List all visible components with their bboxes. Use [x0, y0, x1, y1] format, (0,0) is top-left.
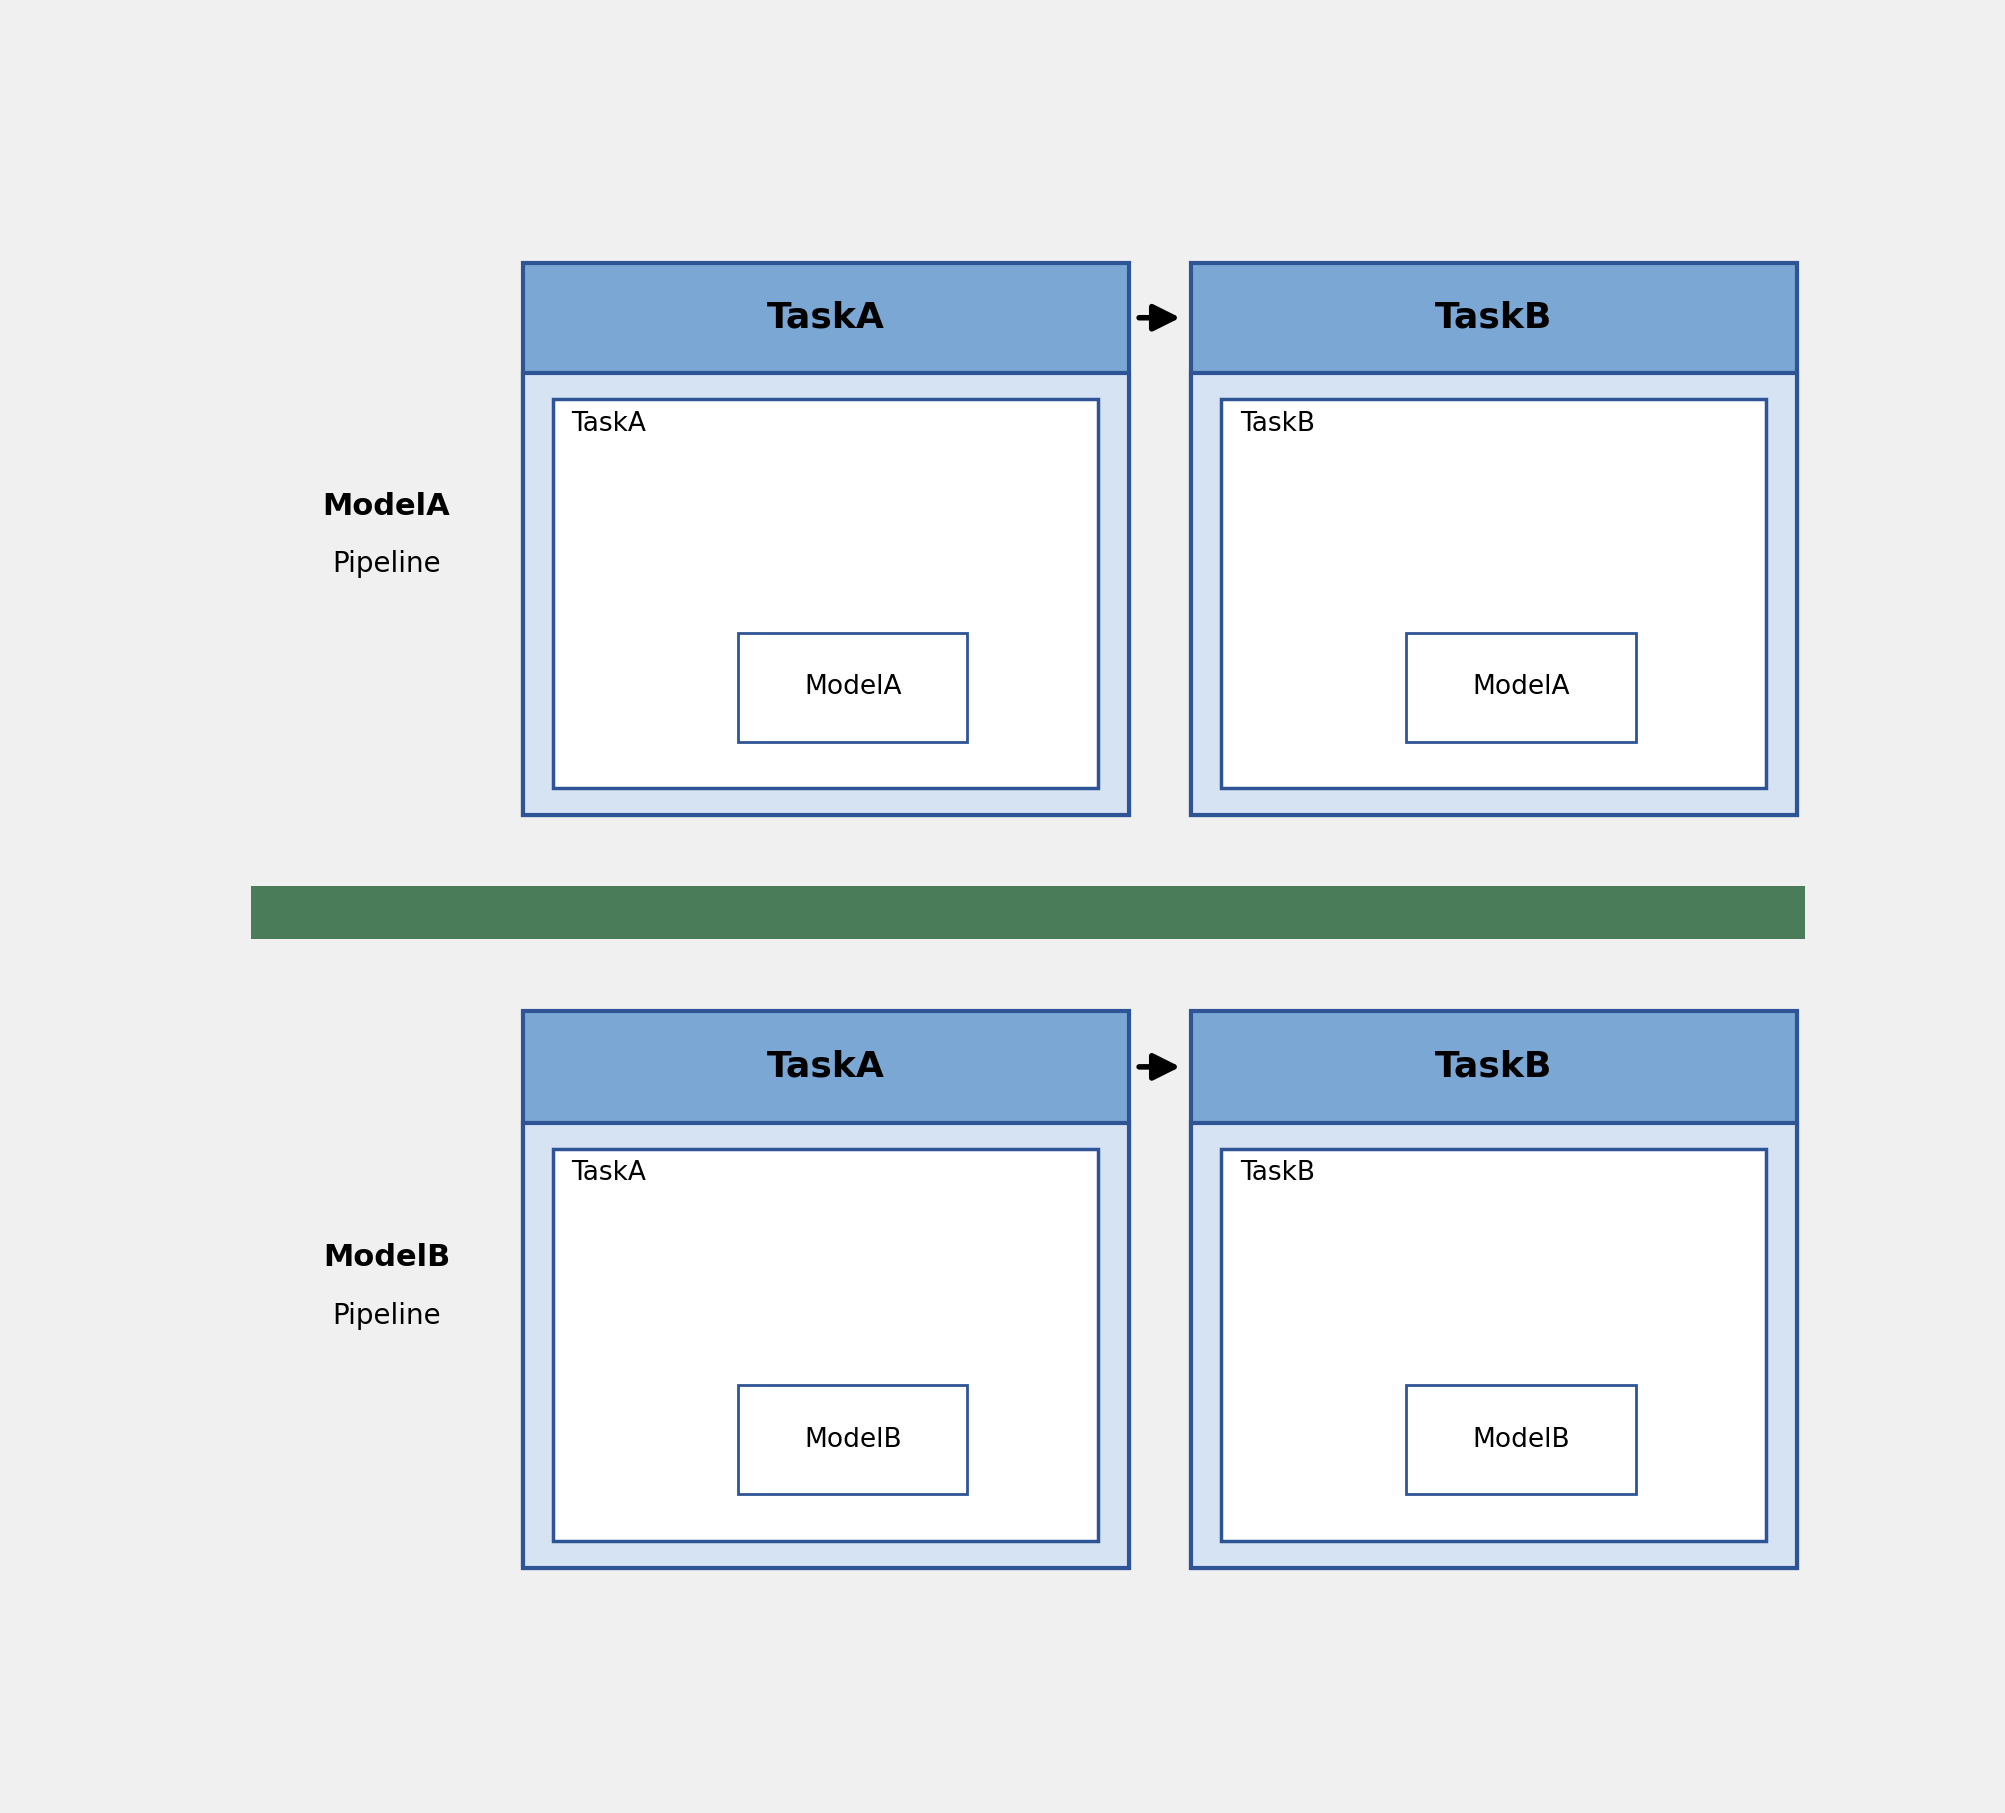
Text: TaskB: TaskB [1239, 410, 1315, 437]
Text: Pipeline: Pipeline [333, 1302, 441, 1329]
Bar [1191, 373, 1796, 814]
Bar [523, 373, 1129, 814]
Text: ModelA: ModelA [1472, 674, 1570, 700]
Text: ModelA: ModelA [804, 674, 902, 700]
Text: TaskA: TaskA [571, 410, 646, 437]
Bar [1191, 1122, 1796, 1568]
Text: TaskA: TaskA [766, 301, 884, 335]
Text: TaskB: TaskB [1436, 301, 1552, 335]
Text: TaskA: TaskA [571, 1160, 646, 1186]
Bar [523, 263, 1129, 814]
Text: Pipeline: Pipeline [333, 551, 441, 578]
Text: TaskB: TaskB [1239, 1160, 1315, 1186]
Bar [1191, 1012, 1796, 1568]
Bar [251, 218, 1804, 859]
Bar [1191, 263, 1796, 814]
Text: ModelB: ModelB [323, 1242, 451, 1271]
Bar [738, 633, 966, 742]
Bar [553, 1149, 1099, 1541]
Bar [553, 399, 1099, 789]
Bar [251, 966, 1804, 1614]
Bar [1406, 1385, 1636, 1494]
Bar [738, 1385, 966, 1494]
Bar [523, 1122, 1129, 1568]
Text: TaskA: TaskA [766, 1050, 884, 1084]
Bar [1221, 399, 1766, 789]
Text: ModelA: ModelA [323, 491, 451, 520]
Text: ModelB: ModelB [1472, 1427, 1570, 1452]
Text: TaskB: TaskB [1436, 1050, 1552, 1084]
Bar [1221, 1149, 1766, 1541]
Bar [523, 1012, 1129, 1568]
Bar [1406, 633, 1636, 742]
Bar [251, 887, 1804, 939]
Text: ModelB: ModelB [804, 1427, 902, 1452]
